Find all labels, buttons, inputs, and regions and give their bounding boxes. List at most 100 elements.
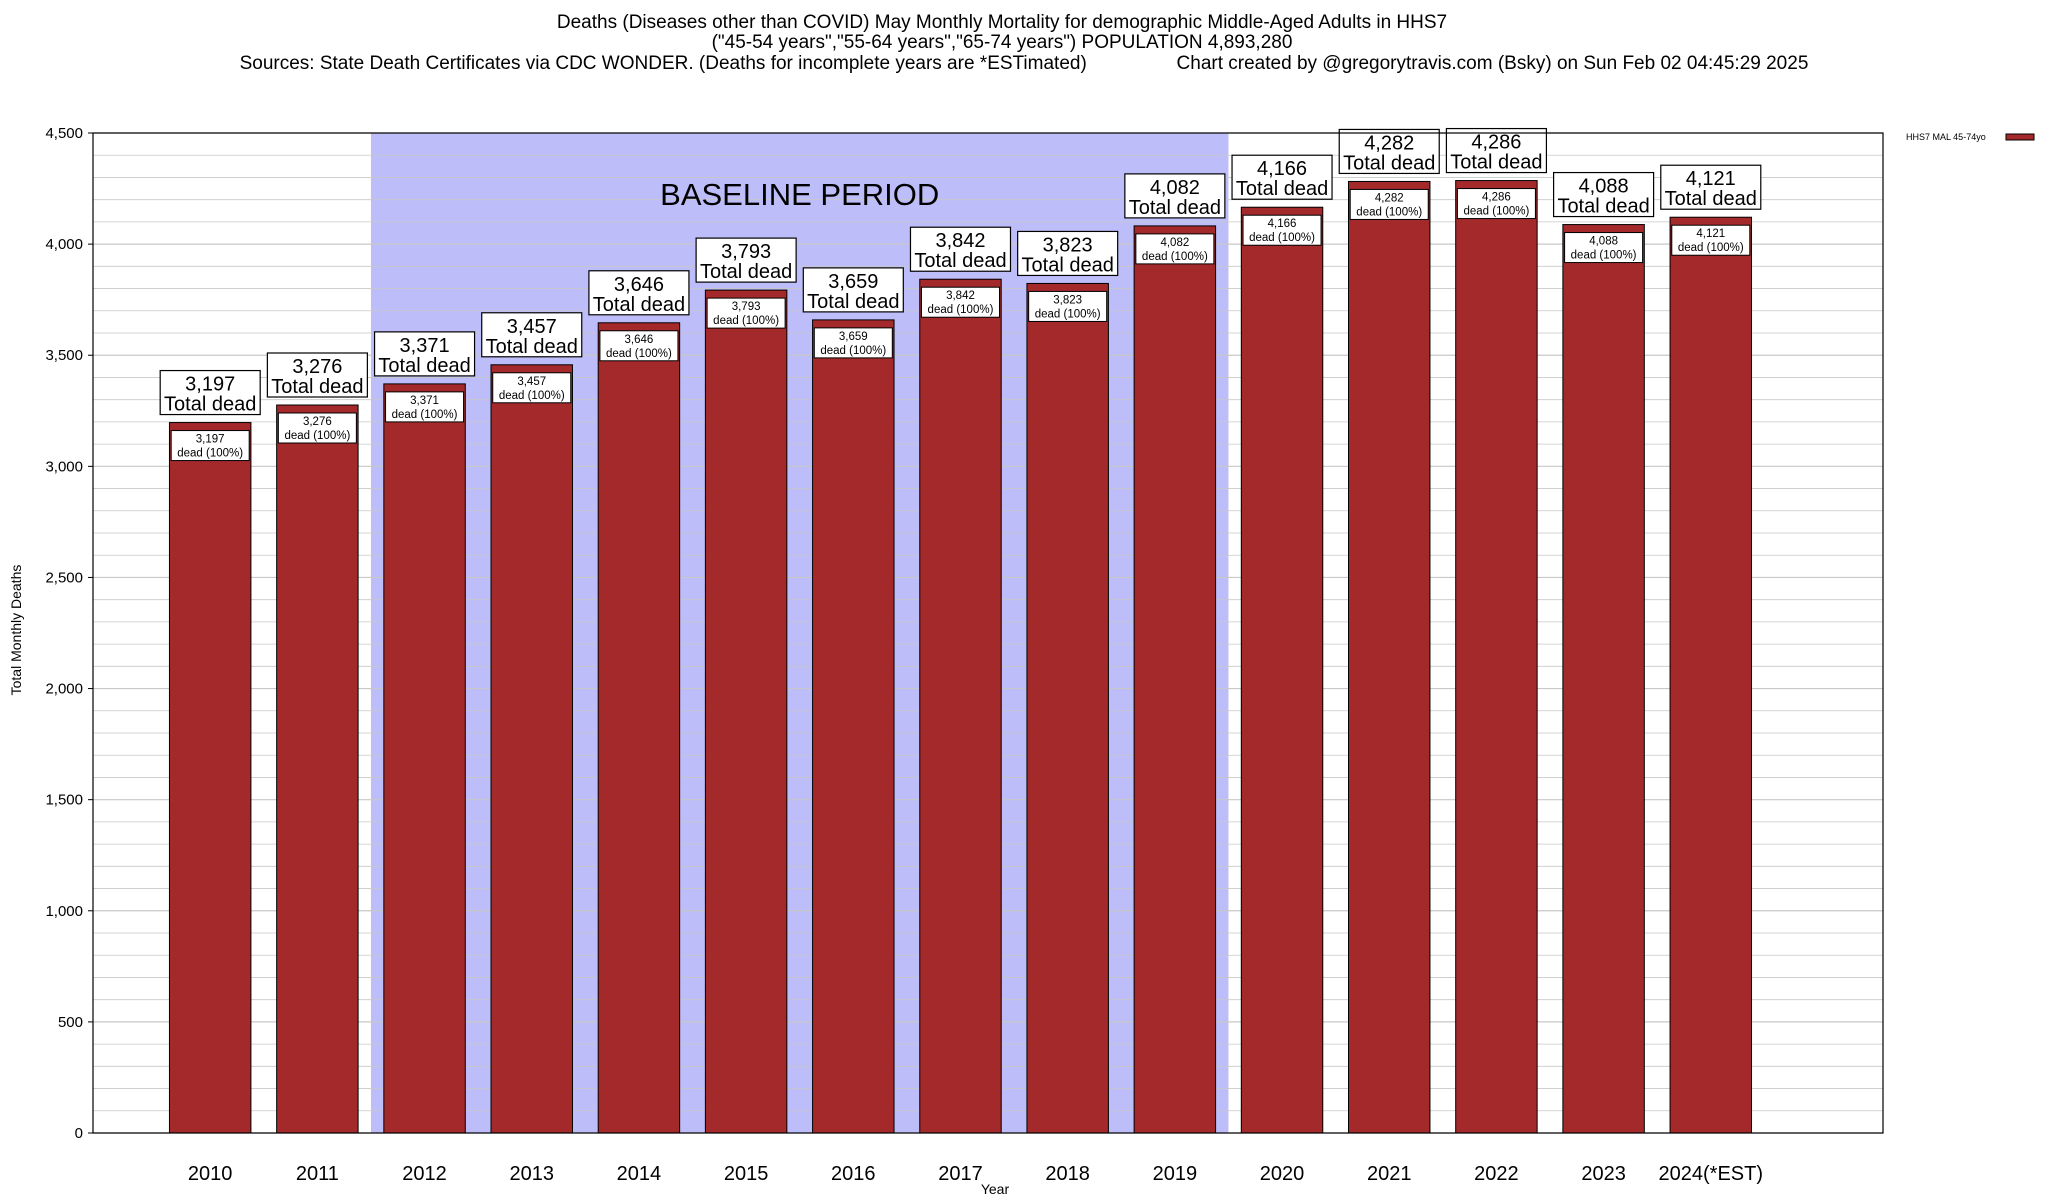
bar-total-label-box — [695, 237, 797, 283]
bar-inner-percent-label: dead (100%) — [177, 448, 243, 460]
x-tick-label: 2011 — [296, 1163, 339, 1185]
bar-total-value-label: 3,646 — [614, 274, 664, 296]
x-tick-label: 2012 — [402, 1163, 447, 1185]
bar-inner-percent-label: dead (100%) — [820, 345, 886, 357]
bar-inner-label-box — [599, 330, 679, 362]
y-tick-label: 2,500 — [45, 569, 83, 586]
x-tick-label: 2021 — [1367, 1163, 1412, 1185]
bar-total-label-box — [1017, 230, 1119, 277]
bar-total-label-box — [1660, 164, 1762, 210]
x-tick-label: 2018 — [1045, 1163, 1090, 1185]
source-text: Sources: State Death Certificates via CD… — [239, 53, 1087, 74]
y-tick-label: 1,500 — [45, 792, 83, 809]
bar-total-label-box — [373, 331, 476, 377]
bar-inner-percent-label: dead (100%) — [1678, 242, 1744, 254]
bar-inner-value-label: 3,823 — [1053, 294, 1082, 306]
chart-subtitle: ("45-54 years","55-64 years","65-74 year… — [711, 32, 1293, 53]
x-axis-label: Year — [980, 1181, 1010, 1197]
bar-inner-label-box — [492, 372, 572, 404]
bar-total-value-label: 3,659 — [828, 271, 878, 293]
bar-inner-percent-label: dead (100%) — [392, 409, 458, 421]
bar-inner-label-box — [1349, 188, 1429, 220]
bar-total-label-box — [1552, 171, 1655, 218]
bar-inner-label-box — [1671, 224, 1751, 256]
bar — [1133, 225, 1217, 1134]
x-tick-label: 2023 — [1581, 1163, 1626, 1185]
bar-inner-label-box — [813, 327, 893, 359]
bar-inner-value-label: 4,286 — [1482, 192, 1511, 204]
y-tick-label: 4,500 — [45, 125, 83, 142]
bar-total-text-label: Total dead — [593, 294, 685, 316]
bar-inner-label-box — [1456, 188, 1536, 220]
y-tick-label: 2,000 — [45, 681, 83, 698]
y-tick-label: 4,000 — [45, 236, 83, 253]
bar-inner-label-box — [1242, 214, 1322, 246]
bar-inner-percent-label: dead (100%) — [284, 430, 350, 442]
bar — [168, 422, 252, 1134]
bar-total-value-label: 3,457 — [507, 316, 557, 338]
bar-inner-value-label: 3,659 — [839, 331, 868, 343]
bar-inner-percent-label: dead (100%) — [1142, 251, 1208, 263]
bar-total-text-label: Total dead — [807, 291, 899, 313]
bar — [1562, 224, 1645, 1134]
bar-inner-value-label: 3,842 — [946, 290, 975, 302]
bar-inner-label-box — [385, 391, 465, 423]
bar-inner-label-box — [277, 412, 357, 444]
bar-inner-value-label: 3,371 — [410, 395, 439, 407]
bar-total-value-label: 3,371 — [400, 335, 450, 357]
x-tick-label: 2016 — [831, 1163, 876, 1185]
bar-inner-value-label: 4,082 — [1160, 237, 1189, 249]
bar — [383, 383, 466, 1134]
x-tick-label: 2019 — [1153, 1163, 1198, 1185]
bar-total-text-label: Total dead — [1129, 197, 1221, 219]
x-tick-label: 2022 — [1474, 1163, 1519, 1185]
credit-text: Chart created by @gregorytravis.com (Bsk… — [1176, 53, 1809, 74]
bar-inner-percent-label: dead (100%) — [499, 390, 565, 402]
y-tick-label: 3,500 — [45, 347, 83, 364]
bar-total-text-label: Total dead — [1557, 196, 1649, 218]
bar-total-value-label: 3,197 — [185, 374, 235, 396]
bar-total-value-label: 4,166 — [1257, 158, 1307, 180]
bar-inner-value-label: 3,197 — [196, 434, 225, 446]
bar-inner-value-label: 4,166 — [1268, 218, 1297, 230]
bar-total-text-label: Total dead — [1343, 152, 1435, 174]
bar-inner-percent-label: dead (100%) — [1035, 308, 1101, 320]
x-tick-label: 2014 — [617, 1163, 662, 1185]
bar-inner-percent-label: dead (100%) — [1356, 206, 1422, 218]
y-tick-label: 500 — [58, 1014, 83, 1031]
bar-inner-percent-label: dead (100%) — [1249, 232, 1315, 244]
bar-inner-value-label: 3,793 — [732, 301, 761, 313]
bar-total-label-box — [1445, 127, 1548, 174]
chart-title: Deaths (Diseases other than COVID) May M… — [556, 12, 1448, 33]
bar-total-text-label: Total dead — [1022, 254, 1114, 276]
bar-total-label-box — [159, 369, 261, 416]
bar-total-label-box — [1338, 128, 1440, 175]
bar — [1347, 180, 1431, 1134]
bar-total-text-label: Total dead — [700, 261, 792, 283]
bar-total-value-label: 3,276 — [292, 356, 342, 378]
bar — [812, 319, 895, 1134]
bar-inner-label-box — [1135, 233, 1215, 265]
x-tick-label: 2024(*EST) — [1659, 1163, 1764, 1185]
bar-total-text-label: Total dead — [1665, 188, 1757, 210]
x-tick-label: 2010 — [188, 1163, 233, 1185]
bar — [704, 289, 788, 1134]
bar-total-value-label: 3,823 — [1043, 234, 1093, 256]
bar — [1455, 180, 1538, 1134]
legend: HHS7 MAL 45-74yo — [1906, 132, 2035, 142]
bar-inner-value-label: 3,646 — [625, 334, 654, 346]
bar-total-value-label: 3,842 — [935, 230, 985, 252]
bar-total-label-box — [909, 226, 1012, 272]
x-tick-label: 2020 — [1260, 1163, 1305, 1185]
bar-inner-percent-label: dead (100%) — [606, 348, 672, 360]
bar-inner-label-box — [706, 297, 786, 329]
bar-inner-value-label: 3,457 — [517, 376, 546, 388]
bar-inner-percent-label: dead (100%) — [713, 315, 779, 327]
bar-total-text-label: Total dead — [1236, 178, 1328, 200]
bar — [276, 404, 359, 1134]
bar-total-text-label: Total dead — [378, 355, 470, 377]
bar-total-label-box — [481, 312, 583, 358]
bar-inner-label-box — [170, 430, 250, 462]
bar-total-value-label: 4,282 — [1364, 132, 1414, 154]
